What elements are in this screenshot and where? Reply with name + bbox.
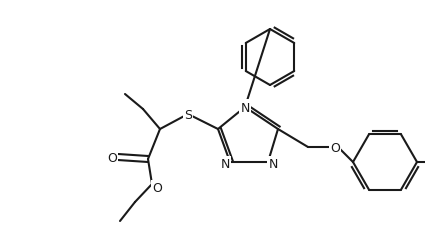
Text: N: N [220,158,230,171]
Text: O: O [330,141,340,154]
Text: N: N [268,158,278,171]
Text: O: O [107,151,117,164]
Text: S: S [184,108,192,121]
Text: O: O [152,182,162,195]
Text: N: N [240,101,249,114]
